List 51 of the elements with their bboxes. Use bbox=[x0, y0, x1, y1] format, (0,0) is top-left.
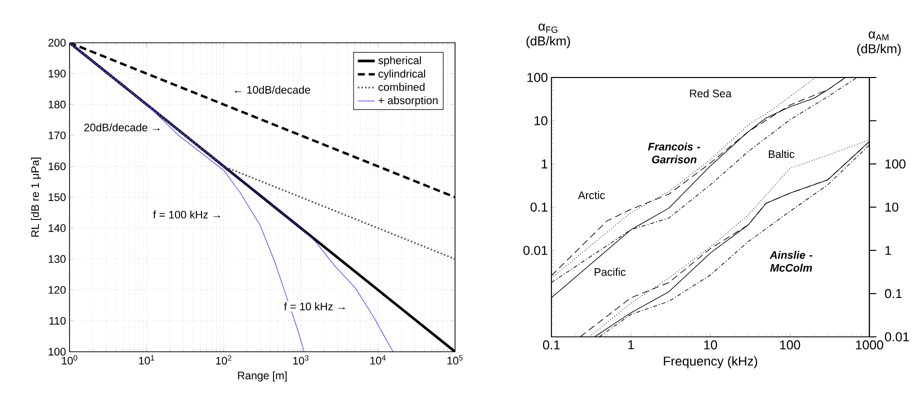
y-tick-label: 120 bbox=[48, 286, 66, 294]
y-tick-label: 200 bbox=[48, 38, 66, 46]
x-tick-label: 10 bbox=[704, 340, 718, 350]
x-tick-label: 10$^{2}$ bbox=[216, 355, 232, 364]
y-axis-title: α$_{FG}$ (dB/km) bbox=[526, 23, 570, 48]
text: Red Sea bbox=[690, 89, 732, 98]
y-tick-label: 10 bbox=[534, 116, 548, 126]
annotation: ← 10dB/decade bbox=[234, 86, 310, 94]
annotation: f = 100 kHz → bbox=[153, 210, 220, 218]
y-tick-label: 1 bbox=[885, 246, 892, 255]
legend-label: + absorption bbox=[378, 96, 438, 106]
x-tick-label: 10$^{5}$ bbox=[447, 355, 463, 364]
x-tick-label: 1000 bbox=[856, 340, 884, 350]
y-tick-label: 100 bbox=[885, 159, 906, 168]
annotation: Ainslie - McColm bbox=[770, 250, 812, 272]
x-tick-label: 0.1 bbox=[542, 340, 560, 350]
y-tick-label: 130 bbox=[48, 254, 66, 263]
y-axis-title: RL [dB re 1 μPa] bbox=[30, 157, 42, 236]
x-tick-label: 10$^{4}$ bbox=[370, 355, 386, 364]
y-tick-label: 180 bbox=[48, 100, 66, 108]
x-axis-title: Frequency (kHz) bbox=[664, 356, 758, 368]
series-label: Baltic bbox=[768, 150, 794, 158]
y-tick-label: 0.01 bbox=[884, 332, 909, 342]
x-tick-label: 10$^{1}$ bbox=[139, 355, 154, 364]
x-tick-label: 10$^{0}$ bbox=[62, 355, 78, 364]
series-label: Pacific bbox=[594, 268, 626, 276]
legend-label: spherical bbox=[378, 56, 421, 66]
y-tick-label: 150 bbox=[48, 193, 66, 201]
y-tick-label: 0.1 bbox=[884, 288, 902, 298]
y-tick-label: 1 bbox=[542, 159, 548, 168]
y-tick-label: 0.1 bbox=[530, 202, 548, 212]
legend-label: combined bbox=[378, 82, 425, 91]
y-tick-label: 10 bbox=[885, 202, 898, 212]
annotation: Francois - Garrison bbox=[648, 142, 700, 164]
y-axis-title: α$_{AM}$ (dB/km) bbox=[857, 31, 901, 56]
y-tick-label: 110 bbox=[50, 316, 66, 324]
x-tick-label: 100 bbox=[780, 340, 800, 350]
y-tick-label: 170 bbox=[48, 131, 66, 140]
annotation: 20dB/decade → bbox=[84, 123, 160, 132]
y-tick-label: 190 bbox=[48, 70, 66, 78]
x-axis-title: Range [m] bbox=[238, 371, 287, 382]
annotation: f = 10 kHz → bbox=[284, 302, 345, 310]
x-tick-label: 1 bbox=[628, 340, 634, 349]
y-tick-label: 160 bbox=[48, 162, 66, 170]
y-tick-label: 100 bbox=[527, 72, 548, 82]
legend-label: cylindrical bbox=[378, 69, 426, 80]
y-tick-label: 0.01 bbox=[523, 246, 548, 255]
y-tick-label: 140 bbox=[48, 224, 66, 232]
series-label: Arctic bbox=[578, 190, 605, 199]
y-tick-label: 100 bbox=[48, 348, 66, 356]
x-tick-label: 10$^{3}$ bbox=[293, 355, 308, 364]
